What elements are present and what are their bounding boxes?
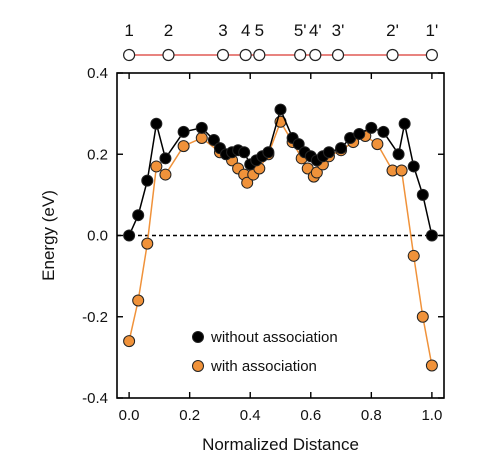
- x-tick-label: 0.4: [240, 407, 261, 424]
- data-point: [241, 176, 254, 189]
- data-point: [150, 117, 163, 130]
- data-point: [132, 294, 145, 307]
- site-marker: [386, 48, 399, 62]
- data-point: [238, 146, 251, 159]
- site-label: 2: [164, 21, 173, 40]
- site-label: 1: [124, 21, 133, 40]
- y-tick-label: 0.0: [87, 228, 108, 245]
- axis-ticks: 0.0 0.2 0.4 0.6 0.8 1.0 -0.4 -0.2 0.0 0.2 0.4: [82, 65, 444, 424]
- data-point: [407, 249, 420, 262]
- data-point: [377, 125, 390, 138]
- data-point: [123, 335, 136, 348]
- site-label: 4': [309, 21, 322, 40]
- data-point: [123, 229, 136, 242]
- data-point: [207, 134, 220, 147]
- data-point: [292, 138, 305, 151]
- data-point: [177, 140, 190, 153]
- y-tick-label: 0.4: [87, 65, 108, 82]
- x-tick-label: 1.0: [421, 407, 442, 424]
- y-tick-label: 0.2: [87, 146, 108, 163]
- site-marker: [123, 48, 136, 62]
- site-label: 3: [218, 21, 227, 40]
- data-point: [395, 164, 408, 177]
- data-point: [159, 152, 172, 165]
- legend-marker-with-association: [192, 360, 204, 372]
- data-point: [322, 146, 335, 159]
- data-point: [425, 229, 438, 242]
- reaction-site-markers: 1 2 3 4 5 5' 4' 3' 2' 1': [123, 21, 439, 62]
- site-marker: [216, 48, 230, 62]
- y-tick-label: -0.4: [82, 390, 108, 407]
- x-tick-label: 0.6: [300, 407, 321, 424]
- legend: without association with association: [192, 329, 338, 375]
- site-marker: [425, 48, 438, 62]
- data-point: [353, 127, 366, 140]
- data-point: [274, 103, 287, 116]
- data-point: [141, 237, 154, 250]
- legend-label-with-association: with association: [210, 358, 317, 375]
- x-tick-label: 0.2: [179, 407, 200, 424]
- site-marker: [162, 48, 175, 62]
- data-point: [159, 168, 172, 181]
- data-point: [371, 138, 384, 151]
- data-point: [262, 146, 275, 159]
- x-axis-label: Normalized Distance: [202, 435, 359, 454]
- data-point: [416, 310, 429, 323]
- site-label: 2': [386, 21, 399, 40]
- site-label: 4: [241, 21, 250, 40]
- data-point: [195, 132, 208, 144]
- series-without-association: [123, 103, 438, 242]
- data-point: [132, 209, 145, 222]
- data-point: [335, 142, 348, 155]
- data-point: [392, 148, 405, 161]
- x-tick-label: 0.8: [361, 407, 382, 424]
- data-point: [407, 160, 420, 173]
- y-tick-label: -0.2: [82, 309, 108, 326]
- site-label: 5': [294, 21, 307, 40]
- data-point: [425, 359, 438, 372]
- data-point: [416, 188, 429, 201]
- y-axis-label: Energy (eV): [39, 190, 58, 281]
- data-point: [177, 125, 190, 138]
- site-marker: [309, 48, 322, 62]
- site-marker: [331, 48, 345, 62]
- data-point: [141, 174, 154, 187]
- data-series: [123, 103, 438, 372]
- data-point: [365, 121, 378, 134]
- site-label: 3': [332, 21, 345, 40]
- data-point: [398, 117, 411, 130]
- data-point: [150, 160, 163, 173]
- site-marker: [239, 48, 252, 62]
- x-tick-label: 0.0: [119, 407, 140, 424]
- site-label: 5: [255, 21, 264, 40]
- data-point: [310, 166, 323, 179]
- site-marker: [294, 48, 307, 62]
- site-label: 1': [426, 21, 439, 40]
- data-point: [195, 121, 208, 134]
- legend-marker-without-association: [192, 331, 204, 343]
- legend-label-without-association: without association: [210, 329, 338, 346]
- site-marker: [253, 48, 266, 62]
